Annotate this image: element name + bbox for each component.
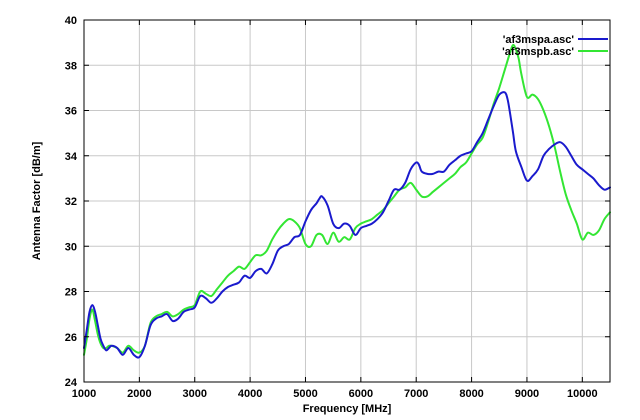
y-tick-label: 26 [65,332,77,344]
x-axis-title: Frequency [MHz] [303,403,392,415]
x-tick-label: 3000 [182,388,206,400]
x-tick-label: 9000 [515,388,539,400]
y-tick-label: 34 [65,151,78,163]
legend-label-series-a: 'af3mspa.asc' [503,34,575,46]
series-line-af3mspb [83,43,611,356]
x-tick-label: 2000 [127,388,151,400]
y-tick-label: 24 [65,377,78,389]
series-layer [83,43,611,359]
x-tick-label: 4000 [238,388,262,400]
x-tick-label: 8000 [459,388,483,400]
y-tick-label: 36 [65,106,77,118]
y-tick-label: 38 [65,60,77,72]
x-tick-label: 5000 [293,388,317,400]
x-tick-label: 1000 [72,388,96,400]
x-tick-label: 7000 [404,388,428,400]
y-tick-label: 40 [65,15,77,27]
series-line-af3mspa [83,91,611,359]
legend: 'af3mspa.asc' 'af3mspb.asc' [502,34,608,58]
y-tick-label: 30 [65,241,77,253]
y-axis-title: Antenna Factor [dB/m] [31,141,43,260]
ticks: 1000 2000 3000 4000 5000 6000 7000 8000 9000 1000… [65,15,610,400]
y-tick-label: 32 [65,196,77,208]
x-tick-label: 6000 [349,388,373,400]
legend-label-series-b: 'af3mspb.asc' [502,46,574,58]
y-tick-label: 28 [65,287,77,299]
x-tick-label: 10000 [567,388,598,400]
grid [84,20,610,382]
